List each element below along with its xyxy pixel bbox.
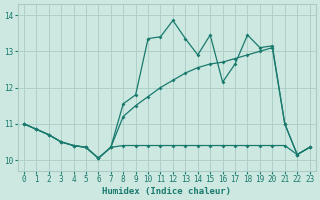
- X-axis label: Humidex (Indice chaleur): Humidex (Indice chaleur): [102, 187, 231, 196]
